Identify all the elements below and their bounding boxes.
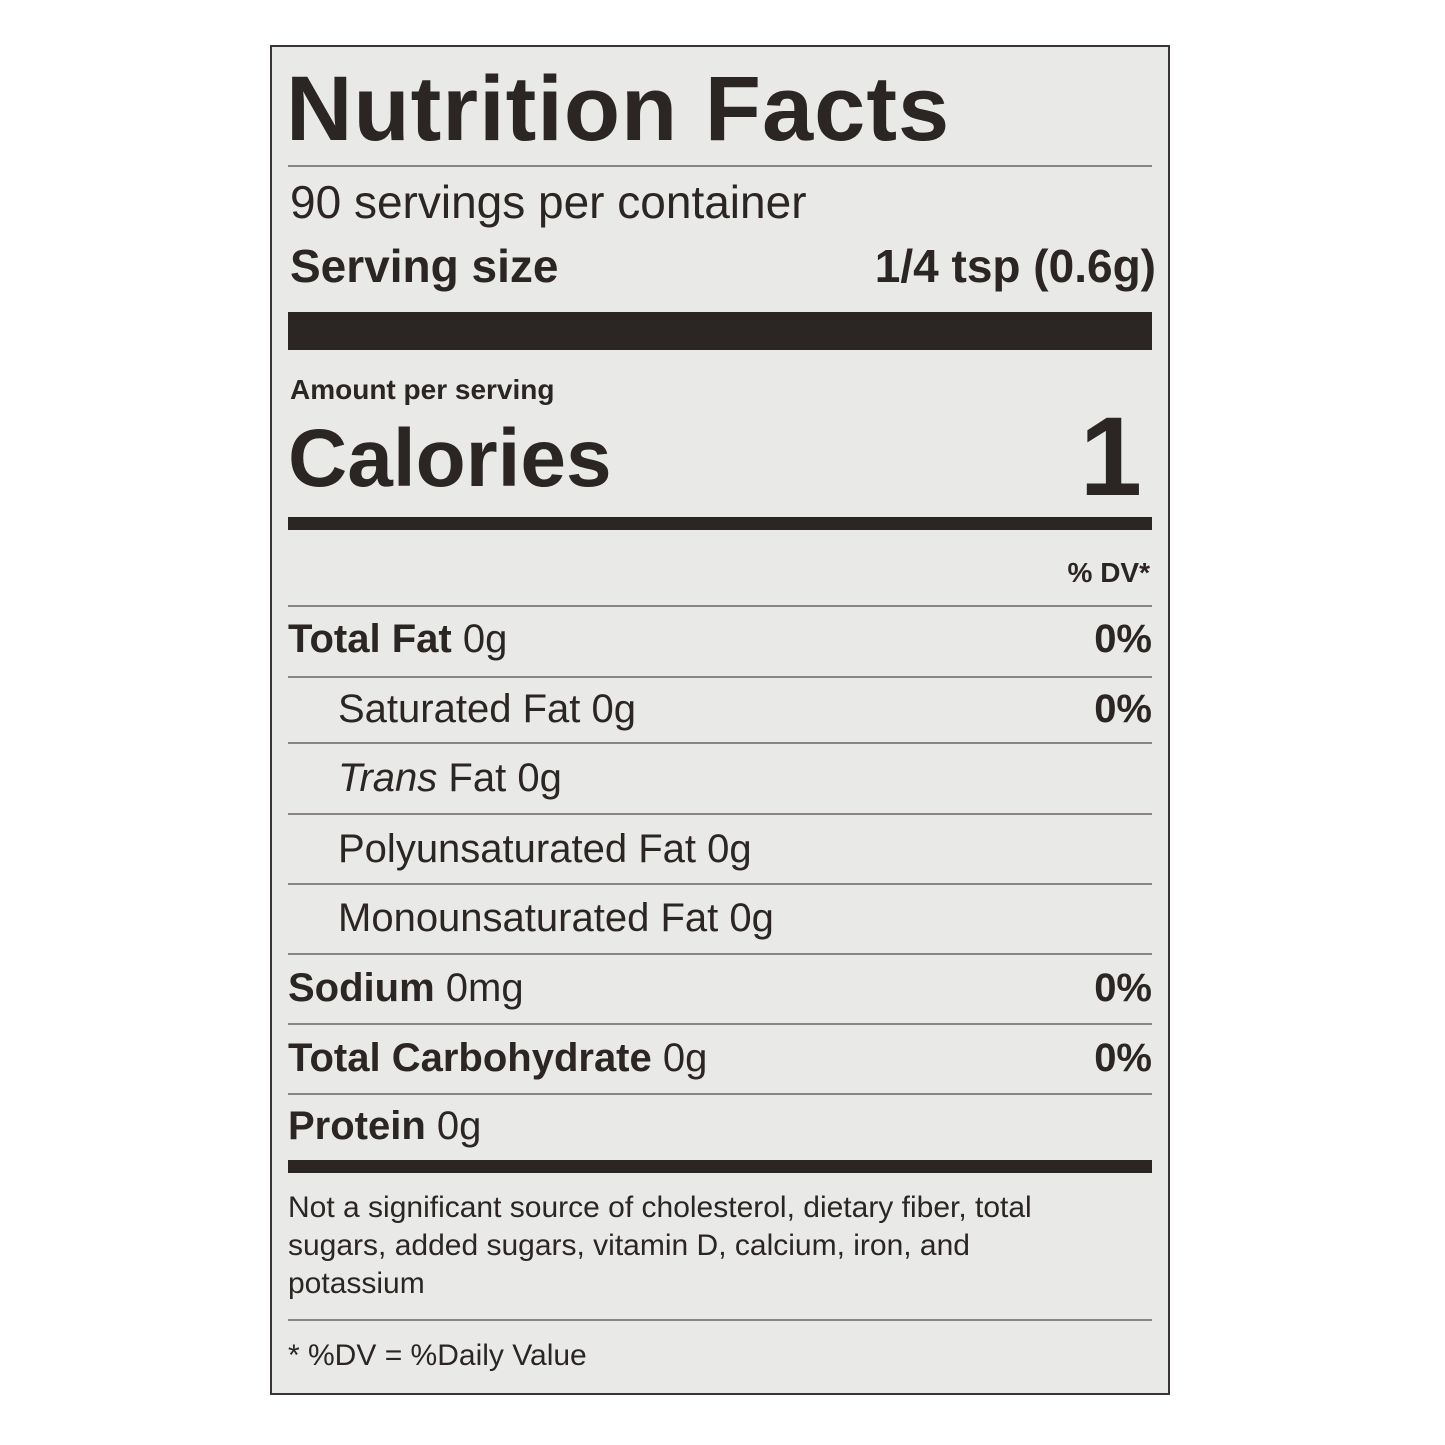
nutrient-name: Fat [448, 756, 507, 800]
nutrient-amount: 0g [707, 827, 752, 871]
nutrient-amount: 0mg [445, 966, 524, 1010]
nutrient-amount: 0g [517, 756, 562, 800]
calories-value: 1 [1079, 394, 1142, 519]
dv-header: % DV* [1067, 557, 1150, 588]
nutrient-dv: 0% [1094, 966, 1152, 1010]
nutrient-row: Sodium 0mg 0% [288, 966, 1152, 1016]
nutrition-label: Nutrition Facts 90 servings per containe… [270, 45, 1170, 1395]
nutrient-amount: 0g [436, 1104, 482, 1148]
nutrient-name: Total Carbohydrate [288, 1036, 652, 1080]
nutrient-row: Monounsaturated Fat 0g [288, 896, 1152, 946]
nutrient-name: Sodium [288, 966, 435, 1010]
nutrient-row: Protein 0g [288, 1104, 1152, 1154]
nutrient-amount: 0g [462, 617, 508, 661]
footnote: Not a significant source of cholesterol,… [288, 1191, 1032, 1300]
nutrient-amount: 0g [729, 896, 774, 940]
servings: 90 servings per container [290, 176, 807, 228]
nutrient-dv: 0% [1094, 1036, 1152, 1080]
nutrient-name: Saturated Fat [338, 687, 581, 731]
title: Nutrition Facts [286, 58, 951, 160]
nutrient-row: Trans Fat 0g [288, 756, 1152, 806]
amount-per-serving: Amount per serving [290, 374, 555, 405]
nutrient-name: Monounsaturated Fat [338, 896, 719, 940]
nutrient-name: Total Fat [288, 617, 452, 661]
serving-size-label: Serving size [290, 240, 559, 292]
nutrient-name: Protein [288, 1104, 426, 1148]
calories-label: Calories [288, 413, 612, 504]
nutrient-row: Saturated Fat 0g 0% [288, 687, 1152, 737]
dv-note: * %DV = %Daily Value [288, 1339, 587, 1372]
nutrient-dv: 0% [1094, 617, 1152, 661]
nutrient-row: Total Fat 0g 0% [288, 617, 1152, 667]
nutrient-name-italic: Trans [338, 756, 438, 800]
nutrient-amount: 0g [591, 687, 637, 731]
nutrient-name: Polyunsaturated Fat [338, 827, 696, 871]
nutrient-row: Polyunsaturated Fat 0g [288, 827, 1152, 877]
serving-size-value: 1/4 tsp (0.6g) [874, 240, 1156, 292]
nutrient-amount: 0g [662, 1036, 708, 1080]
nutrient-dv: 0% [1094, 687, 1152, 731]
nutrient-row: Total Carbohydrate 0g 0% [288, 1036, 1152, 1086]
